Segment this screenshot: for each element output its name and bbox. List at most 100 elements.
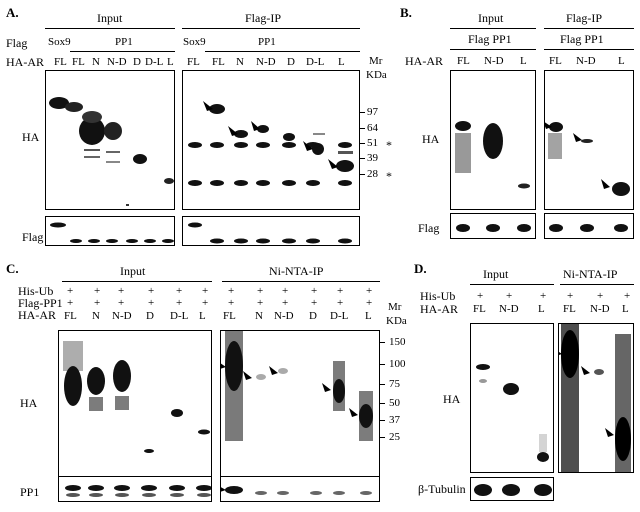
marker-label: 97 <box>367 106 378 118</box>
lane-label: FL <box>72 56 85 68</box>
marker-label: 51 <box>367 137 378 149</box>
plus-sign: + <box>176 285 183 297</box>
panel-c-ha-label: HA <box>20 396 38 410</box>
panel-c-pp1-label: PP1 <box>20 485 40 499</box>
lane-label: N <box>92 310 100 322</box>
lane-label: N-D <box>576 55 596 67</box>
plus-sign: + <box>337 297 344 309</box>
plus-sign: + <box>228 297 235 309</box>
panel-a-sox9-input: Sox9 <box>48 36 71 48</box>
panel-a-letter: A. <box>6 5 19 20</box>
panel-c-mr: Mr <box>388 301 402 313</box>
plus-sign: + <box>624 290 631 302</box>
panel-a-mr: Mr <box>369 55 383 67</box>
star-marker: * <box>386 169 392 183</box>
plus-sign: + <box>148 297 155 309</box>
panel-c-flag-pp1: Flag-PP1 <box>18 296 63 310</box>
lane-label: N-D <box>274 310 294 322</box>
blot-d-input-tubulin <box>470 477 554 501</box>
panel-d-ha-ar: HA-AR <box>420 302 458 316</box>
marker-label: 100 <box>389 358 406 370</box>
lane-label: FL <box>223 310 236 322</box>
panel-c-his-ub: His-Ub <box>18 284 54 298</box>
plus-sign: + <box>506 290 513 302</box>
lane-label: N <box>236 56 244 68</box>
blot-c-ip-ha <box>220 330 380 480</box>
plus-sign: + <box>257 285 264 297</box>
panel-a-sox9-ip: Sox9 <box>183 36 206 48</box>
panel-c-kda: KDa <box>386 315 407 327</box>
plus-sign: + <box>282 285 289 297</box>
panel-c-ip-header: Ni-NTA-IP <box>269 264 324 278</box>
marker-label: 150 <box>389 336 406 348</box>
lane-label: N-D <box>499 303 519 315</box>
panel-d-his-ub: His-Ub <box>420 289 456 303</box>
plus-sign: + <box>176 297 183 309</box>
blot-a-ip-flag <box>182 216 360 246</box>
plus-sign: + <box>311 297 318 309</box>
plus-sign: + <box>311 285 318 297</box>
plus-sign: + <box>228 285 235 297</box>
panel-d-ip-header: Ni-NTA-IP <box>563 267 618 281</box>
lane-label: FL <box>54 56 67 68</box>
lane-label: L <box>538 303 545 315</box>
plus-sign: + <box>540 290 547 302</box>
lane-label: N-D <box>107 56 127 68</box>
panel-a-kda: KDa <box>366 69 387 81</box>
panel-b-sub-header-input: Flag PP1 <box>468 32 512 46</box>
panel-b-flag-label: Flag <box>418 221 440 235</box>
blot-d-ip-ha <box>558 323 634 473</box>
blot-a-input-flag <box>45 216 175 246</box>
lane-label: FL <box>563 303 576 315</box>
marker-label: 37 <box>389 414 400 426</box>
plus-sign: + <box>597 290 604 302</box>
panel-b-ip-header: Flag-IP <box>566 11 602 25</box>
panel-b-input-header: Input <box>478 11 504 25</box>
plus-sign: + <box>567 290 574 302</box>
plus-sign: + <box>94 285 101 297</box>
panel-a-input-header: Input <box>97 11 123 25</box>
lane-label: L <box>365 310 372 322</box>
lane-label: D <box>287 56 295 68</box>
lane-label: L <box>338 56 345 68</box>
plus-sign: + <box>366 297 373 309</box>
panel-c-input-header: Input <box>120 264 146 278</box>
blot-c-input-pp1 <box>58 476 212 502</box>
marker-label: 50 <box>389 397 400 409</box>
panel-a-ip-header: Flag-IP <box>245 11 281 25</box>
star-marker: * <box>386 138 392 152</box>
lane-label: D-L <box>145 56 164 68</box>
lane-label: L <box>520 55 527 67</box>
lane-label: N-D <box>590 303 610 315</box>
panel-b-sub-header-ip: Flag PP1 <box>560 32 604 46</box>
panel-d-ha-label: HA <box>443 392 461 406</box>
lane-label: N <box>92 56 100 68</box>
panel-a-flag-label: Flag <box>6 36 28 50</box>
plus-sign: + <box>282 297 289 309</box>
blot-b-ip-flag <box>544 213 634 239</box>
lane-label: L <box>622 303 629 315</box>
lane-label: N-D <box>256 56 276 68</box>
plus-sign: + <box>118 285 125 297</box>
plus-sign: + <box>67 297 74 309</box>
panel-b-ha-label: HA <box>422 132 440 146</box>
panel-d-letter: D. <box>414 261 427 276</box>
panel-b-letter: B. <box>400 5 412 20</box>
marker-label: 28 <box>367 168 378 180</box>
lane-label: FL <box>473 303 486 315</box>
blot-b-input-flag <box>450 213 536 239</box>
plus-sign: + <box>94 297 101 309</box>
marker-label: 64 <box>367 122 378 134</box>
panel-a-ha-ar-label: HA-AR <box>6 55 44 69</box>
panel-c-letter: C. <box>6 261 19 276</box>
marker-label: 25 <box>389 431 400 443</box>
lane-label: FL <box>212 56 225 68</box>
lane-label: D <box>309 310 317 322</box>
panel-d-tubulin-label: β-Tubulin <box>418 482 466 496</box>
lane-label: FL <box>457 55 470 67</box>
lane-label: D-L <box>170 310 189 322</box>
lane-label: D <box>146 310 154 322</box>
plus-sign: + <box>118 297 125 309</box>
blot-c-ip-pp1 <box>220 476 380 502</box>
blot-c-input-ha <box>58 330 212 480</box>
